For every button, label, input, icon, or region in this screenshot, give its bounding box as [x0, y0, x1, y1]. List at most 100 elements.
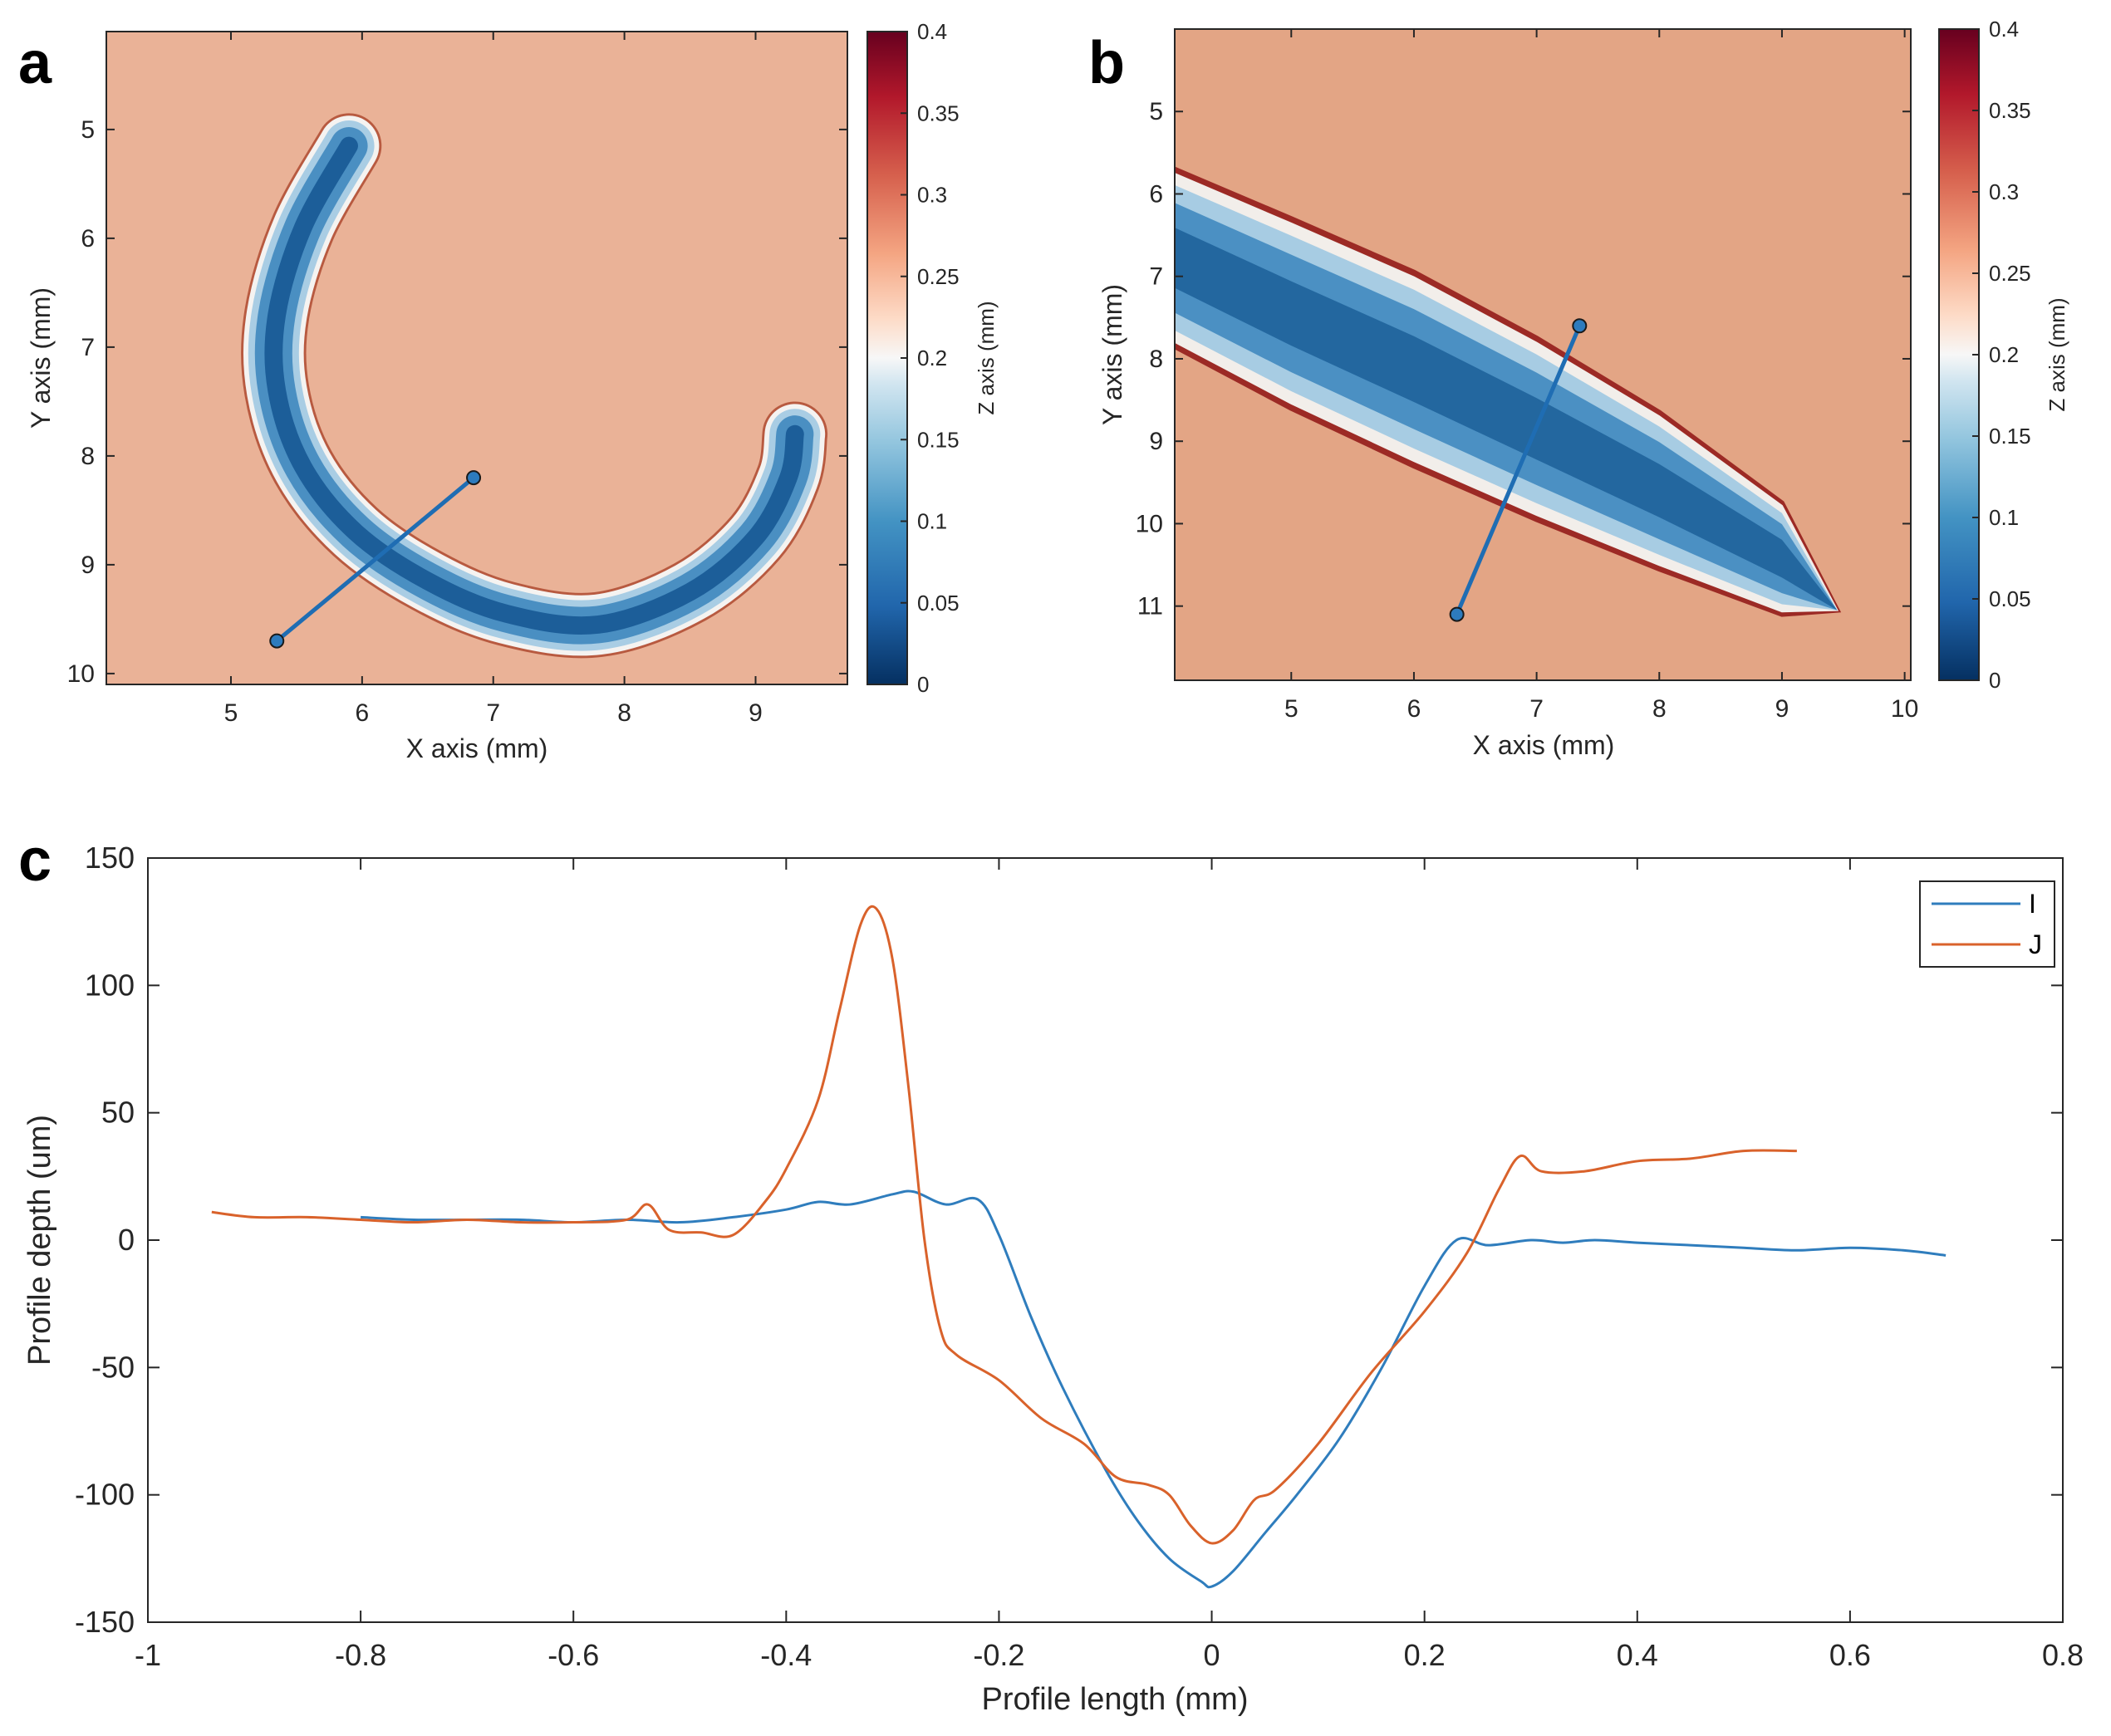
panel-b: 5 6 7 8 9 10 5 6 7 8 9 10 11 X axis (mm) Y axis (mm… [1097, 17, 2069, 760]
ytick-label: 10 [67, 660, 95, 688]
ytick-label: 150 [85, 841, 135, 875]
xtick-label: -0.2 [973, 1638, 1024, 1672]
axes-c-xlabel: Profile length (mm) [982, 1682, 1249, 1717]
groove-b-deepest [1175, 228, 1838, 611]
series-line-J [211, 905, 1797, 1545]
groove-a-deepest [264, 136, 804, 635]
colorbar-tick-label: 0.25 [1989, 261, 2031, 286]
profile-line-b-end-marker [1572, 318, 1588, 334]
ytick-label: 10 [1136, 510, 1163, 537]
xtick-label: 9 [1775, 695, 1789, 723]
ytick-label: 8 [1149, 346, 1163, 373]
colorbar-tick-label: 0.1 [1989, 505, 2019, 530]
xtick-label: 7 [486, 699, 500, 727]
colorbar-tick-label: 0.05 [917, 591, 960, 615]
axes-a-ylabel: Y axis (mm) [26, 287, 56, 429]
profile-line-a-start-marker [269, 633, 285, 649]
ytick-label: -150 [75, 1605, 135, 1639]
legend-box [1919, 880, 2055, 968]
colorbar-tick-label: 0.15 [917, 427, 960, 452]
ytick-label: 9 [81, 552, 95, 579]
ytick-label: 11 [1137, 593, 1163, 620]
xtick-label: 0 [1204, 1638, 1220, 1672]
xtick-label: 7 [1529, 695, 1544, 723]
xtick-label: 9 [749, 699, 763, 727]
panel-c: -1 -0.8 -0.6 -0.4 -0.2 0 0.2 0.4 0.6 0.8 -150 -100… [22, 841, 2084, 1717]
xtick-label: 0.2 [1404, 1638, 1446, 1672]
ytick-label: 9 [1149, 428, 1163, 455]
axes-c-yticks: -150 -100 -50 0 50 100 150 [75, 841, 2063, 1639]
ytick-label: 0 [118, 1223, 135, 1257]
profile-line-a-end-marker [466, 470, 482, 486]
ytick-label: 100 [85, 968, 135, 1002]
colorbar-tick-label: 0.1 [917, 509, 947, 534]
colorbar-tick-label: 0.3 [917, 183, 947, 208]
profile-line-b-start-marker [1449, 606, 1465, 622]
colorbar-a-ticks: 0 0.05 0.1 0.15 0.2 0.25 0.3 0.35 0.4 [901, 19, 960, 697]
ytick-label: 50 [101, 1096, 135, 1130]
colorbar-tick-label: 0.05 [1989, 586, 2031, 611]
legend-label-I: I [2029, 889, 2036, 919]
xtick-label: 8 [1652, 695, 1667, 723]
colorbar-tick-label: 0.15 [1989, 424, 2031, 449]
xtick-label: -0.4 [760, 1638, 812, 1672]
colorbar-tick-label: 0.35 [917, 101, 960, 125]
panel-label-c: c [18, 827, 52, 894]
colorbar-a-label: Z axis (mm) [974, 301, 999, 414]
colorbar-tick-label: 0 [1989, 668, 2001, 693]
axes-b-xlabel: X axis (mm) [1473, 730, 1615, 760]
ytick-label: -50 [91, 1350, 135, 1384]
xtick-label: 8 [617, 699, 631, 727]
xtick-label: 6 [356, 699, 370, 727]
xtick-label: 5 [1284, 695, 1299, 723]
colorbar-tick-label: 0.2 [1989, 342, 2019, 367]
ytick-label: 8 [81, 443, 95, 470]
xtick-label: 10 [1891, 695, 1918, 723]
colorbar-tick-label: 0.4 [917, 19, 947, 44]
colorbar-tick-label: 0.3 [1989, 179, 2019, 204]
map-b-groove [1175, 166, 1842, 617]
axes-a-xlabel: X axis (mm) [406, 733, 548, 763]
xtick-label: 5 [224, 699, 238, 727]
axes-a-yticks: 5 6 7 8 9 10 [67, 116, 847, 688]
colorbar-b-label: Z axis (mm) [2045, 297, 2069, 411]
xtick-label: 0.8 [2042, 1638, 2084, 1672]
ytick-label: 5 [1149, 98, 1163, 125]
ytick-label: 6 [81, 225, 95, 253]
axes-b-yticks: 5 6 7 8 9 10 11 [1136, 98, 1911, 620]
colorbar-tick-label: 0 [917, 672, 929, 697]
panel-label-a: a [18, 30, 52, 96]
series-line-I [361, 1189, 1947, 1589]
profile-line-a [275, 476, 475, 643]
panel-label-b: b [1088, 30, 1125, 96]
map-a-groove [241, 113, 828, 659]
axes-a-xticks: 5 6 7 8 9 [224, 32, 763, 727]
colorbar-tick-label: 0.2 [917, 346, 947, 370]
xtick-label: -1 [135, 1638, 161, 1672]
colorbar-tick-label: 0.4 [1989, 17, 2019, 42]
legend: I J [1919, 880, 2055, 968]
ytick-label: 5 [81, 116, 95, 144]
xtick-label: -0.8 [335, 1638, 386, 1672]
colorbar-tick-label: 0.35 [1989, 98, 2031, 123]
axes-c-background [148, 858, 2063, 1622]
xtick-label: 6 [1407, 695, 1421, 723]
colorbar-b-ticks: 0 0.05 0.1 0.15 0.2 0.25 0.3 0.35 0.4 [1972, 17, 2031, 693]
axes-b-frame [1174, 28, 1912, 681]
ytick-label: -100 [75, 1478, 135, 1512]
xtick-label: -0.6 [547, 1638, 599, 1672]
legend-label-J: J [2029, 929, 2042, 959]
axes-b-xticks: 5 6 7 8 9 10 [1284, 29, 1918, 723]
colorbar-tick-label: 0.25 [917, 264, 960, 289]
xtick-label: 0.4 [1617, 1638, 1658, 1672]
axes-c-ylabel: Profile depth (um) [22, 1115, 57, 1366]
axes-a-frame [106, 31, 848, 685]
ytick-label: 7 [81, 334, 95, 361]
ytick-label: 7 [1149, 263, 1163, 291]
axes-b-ylabel: Y axis (mm) [1097, 284, 1127, 425]
axes-c-xticks: -1 -0.8 -0.6 -0.4 -0.2 0 0.2 0.4 0.6 0.8 [135, 858, 2084, 1672]
profile-line-b [1455, 325, 1582, 615]
ytick-label: 6 [1149, 180, 1163, 208]
